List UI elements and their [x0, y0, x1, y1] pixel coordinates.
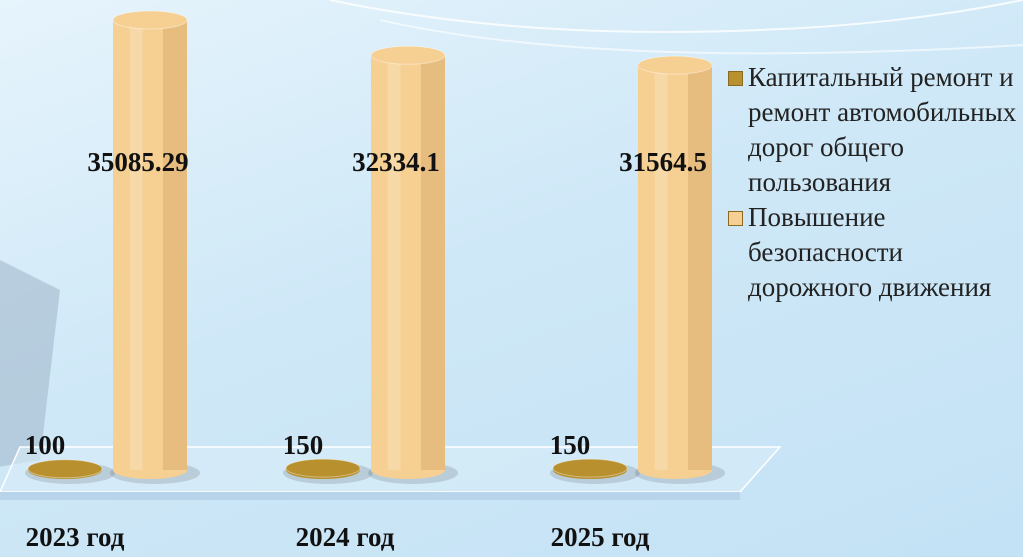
data-label: 150 [283, 430, 324, 460]
decor-swoosh [379, 19, 1023, 55]
x-tick-label: 2023 год [26, 522, 125, 552]
data-label: 32334.1 [352, 147, 440, 177]
decor-shape [0, 260, 60, 467]
cylinder-body [371, 55, 445, 471]
cylinder-top [552, 458, 628, 478]
legend-label: Капитальный ремонт и ремонт автомобильны… [748, 62, 1017, 197]
cylinder-highlight [129, 20, 143, 470]
decor-swoosh [329, 0, 1023, 33]
data-label: 100 [25, 430, 66, 460]
legend-swatch [728, 71, 743, 86]
cylinder [637, 55, 713, 479]
cylinder [27, 459, 103, 479]
x-tick-label: 2025 год [551, 522, 650, 552]
cylinder-top [370, 45, 446, 65]
cylinder [552, 458, 628, 479]
cylinder-shade [162, 20, 187, 470]
x-tick-label: 2024 год [296, 522, 395, 552]
cylinder-shade [420, 55, 445, 471]
data-label: 150 [550, 430, 591, 460]
data-label: 35085.29 [87, 147, 188, 177]
legend-label: Повышение безопасности дорожного движени… [748, 202, 992, 302]
legend-item: Капитальный ремонт и ремонт автомобильны… [728, 60, 1023, 200]
legend-swatch [728, 211, 743, 226]
legend: Капитальный ремонт и ремонт автомобильны… [728, 60, 1023, 305]
cylinder-shade [687, 65, 712, 470]
cylinder-top [27, 459, 103, 479]
cylinder-top [112, 10, 188, 30]
cylinder-top [637, 55, 713, 75]
cylinder-top [285, 458, 361, 478]
cylinder-body [113, 20, 187, 470]
cylinder [285, 458, 361, 479]
cylinder [112, 10, 188, 479]
floor-edge [0, 492, 740, 500]
data-label: 31564.5 [619, 147, 707, 177]
legend-item: Повышение безопасности дорожного движени… [728, 200, 1023, 305]
cylinder-body [638, 65, 712, 470]
cylinder-highlight [654, 65, 668, 470]
cylinder-highlight [387, 55, 401, 471]
cylinder [370, 45, 446, 479]
